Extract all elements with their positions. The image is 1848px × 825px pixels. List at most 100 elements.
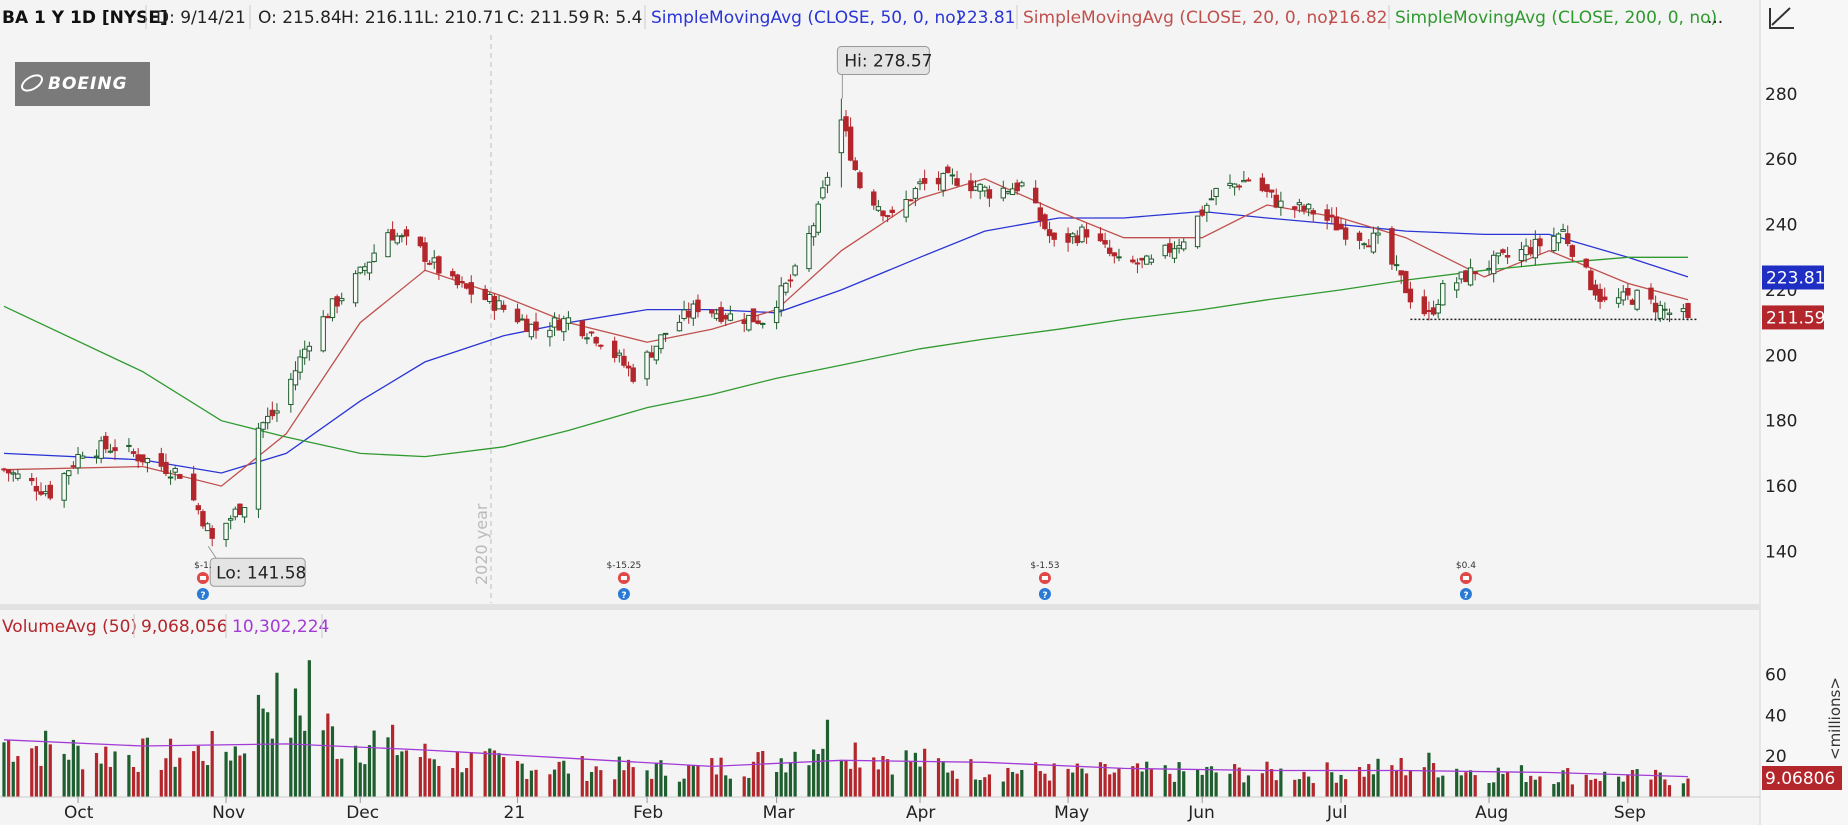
candle-body — [1097, 233, 1104, 242]
candle-body — [112, 447, 118, 452]
candle-body — [70, 465, 77, 468]
drawing-tool-icon[interactable] — [1764, 2, 1796, 32]
volume-bar — [1172, 781, 1177, 797]
earnings-markers: $-1.? $-15.25? $-1.53? $0.4? — [194, 561, 1476, 601]
volume-bar — [1339, 774, 1343, 797]
candle-body — [1000, 187, 1006, 199]
sma20-value: 216.82 — [1328, 8, 1387, 28]
price-tick-label: 140 — [1765, 542, 1797, 562]
volume-bar — [793, 751, 797, 797]
info-icon[interactable] — [1038, 588, 1051, 600]
svg-text:?: ? — [1463, 591, 1468, 601]
volume-bar — [67, 759, 71, 797]
candle-body — [357, 266, 363, 274]
candle-body — [334, 296, 340, 307]
lo-leader — [207, 545, 217, 559]
candle-body — [908, 199, 914, 202]
volume-bar — [1080, 768, 1084, 797]
volume-bar — [1209, 766, 1214, 797]
volume-axis-label: <millions> — [1826, 677, 1844, 760]
candle-body — [1176, 245, 1182, 249]
volume-bar — [1505, 772, 1510, 797]
volume-bar — [978, 779, 982, 797]
candle-body — [426, 262, 433, 265]
candle-body — [417, 236, 424, 247]
volume-bar — [1371, 774, 1376, 797]
candle-body — [1245, 179, 1252, 182]
candle-body — [491, 295, 498, 311]
info-icon[interactable] — [617, 588, 630, 600]
sma-lines — [3, 178, 1689, 487]
candle-body — [838, 119, 845, 154]
volume-bar — [1649, 779, 1653, 797]
volume-avg-line — [3, 739, 1689, 778]
candle-body — [1273, 194, 1279, 208]
candle-body — [653, 345, 660, 361]
volume-bar — [1422, 767, 1426, 797]
volume-bar — [1168, 773, 1172, 797]
candle-body — [320, 316, 326, 352]
candle-body — [1236, 185, 1242, 188]
candle-body — [403, 229, 410, 237]
volume-bar — [1196, 769, 1200, 797]
time-axis: Oct Nov Dec 21 Feb Mar Apr May Jun Jul Aug Sep — [64, 797, 1646, 823]
sma50-label[interactable]: SimpleMovingAvg (CLOSE, 50, 0, no) — [651, 8, 962, 28]
panel-divider[interactable] — [0, 604, 1760, 610]
volume-bar — [488, 748, 492, 797]
volume-bar — [44, 730, 48, 797]
candle-body — [662, 332, 669, 335]
volume-bar — [275, 672, 279, 797]
candle-body — [1523, 245, 1529, 256]
volume-bar — [1603, 771, 1607, 797]
volume-bar — [1279, 768, 1283, 797]
candle-body — [1329, 214, 1335, 218]
volume-bar — [1330, 772, 1334, 797]
volume-bar — [164, 758, 168, 797]
open-readout: O: 215.84 — [258, 8, 342, 28]
volume-bar — [81, 769, 85, 797]
info-icon[interactable] — [1459, 588, 1472, 600]
candle-body — [306, 345, 313, 352]
more-menu[interactable]: ... — [1707, 8, 1723, 28]
volume-avg-label[interactable]: VolumeAvg (50) — [2, 617, 137, 637]
candle-body — [1051, 232, 1057, 240]
candle-body — [986, 189, 993, 199]
price-panel-bg — [0, 0, 1760, 607]
volume-bar — [1325, 762, 1329, 797]
candle-body — [399, 235, 405, 238]
volume-bar — [224, 751, 228, 797]
volume-tick-label: 40 — [1765, 706, 1787, 726]
candle-body — [1370, 232, 1377, 253]
volume-bar — [756, 752, 760, 797]
volume-bar — [330, 726, 335, 797]
candle-body — [255, 427, 262, 510]
candle-body — [760, 322, 766, 325]
volume-bar — [1621, 781, 1625, 797]
candle-body — [1615, 297, 1622, 304]
info-icon[interactable] — [196, 588, 209, 600]
candle-body — [648, 352, 655, 358]
candle-body — [1361, 243, 1367, 246]
volume-bar — [1626, 774, 1630, 797]
svg-text:223.81: 223.81 — [1766, 268, 1825, 288]
volume-bar — [1270, 768, 1274, 797]
candle-body — [1472, 271, 1478, 275]
candle-body — [1486, 267, 1492, 271]
candle-body — [1134, 262, 1141, 265]
candle-body — [1426, 310, 1432, 313]
sma20-label[interactable]: SimpleMovingAvg (CLOSE, 20, 0, no) — [1023, 8, 1334, 28]
volume-bar — [1635, 769, 1639, 797]
close-readout: C: 211.59 — [507, 8, 590, 28]
candle-body — [1453, 282, 1460, 291]
candle-body — [584, 337, 590, 340]
volume-bar — [1667, 785, 1672, 797]
candle-body — [339, 298, 345, 302]
candle-body — [889, 209, 895, 213]
earnings-value: $-1.53 — [1030, 561, 1059, 571]
candle-body — [1602, 296, 1608, 301]
volume-bar — [1145, 761, 1149, 797]
sma200-label[interactable]: SimpleMovingAvg (CLOSE, 200, 0, no) — [1395, 8, 1717, 28]
volume-bar — [428, 758, 432, 797]
candle-body — [630, 367, 636, 382]
volume-bar — [48, 744, 52, 797]
